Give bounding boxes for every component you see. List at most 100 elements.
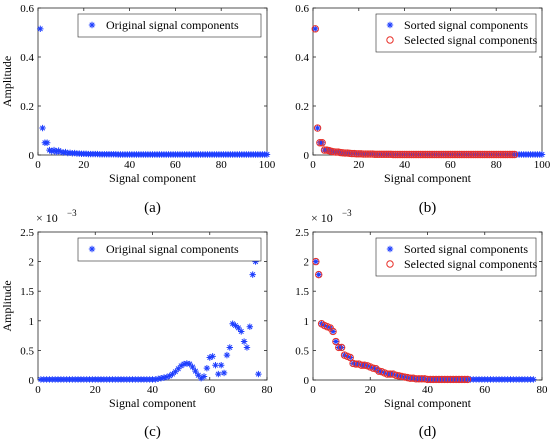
data-point [192,367,199,375]
y-tick-label: 1.5 [295,286,309,298]
data-point [325,147,333,154]
data-point [218,362,225,369]
data-point [235,324,242,332]
data-point [155,375,162,383]
legend-box [77,13,262,38]
data-point [243,344,251,351]
data-point-selected [412,375,420,383]
data-point [62,148,69,156]
data-point-selected [409,374,417,382]
x-tick-label: 40 [124,159,136,171]
data-point [315,271,322,278]
data-points [37,258,262,383]
x-axis-label: Signal component [384,396,472,410]
data-point [183,360,191,367]
data-point-selected [458,375,466,384]
data-point [249,271,256,278]
panel-label: (c) [144,424,161,440]
y-tick-label: 0.5 [295,345,309,357]
y-tick-label: 0.4 [20,52,34,64]
x-tick-label: 0 [310,159,316,171]
data-point [215,370,222,378]
legend: Original signal components [77,237,262,262]
data-point [226,344,233,351]
data-point-selected [357,361,366,369]
data-point [175,365,182,372]
data-point-selected [392,371,400,379]
data-point-selected [435,375,443,384]
data-point [172,368,179,375]
legend-marker-asterisk [386,245,394,253]
data-point-selected [311,25,319,33]
data-point-selected [315,270,323,279]
data-point-selected [406,374,415,382]
data-point [160,374,168,381]
data-point-selected [443,375,452,384]
data-point [223,351,231,359]
data-point [169,370,176,378]
x-tick-label: 80 [262,384,274,396]
legend-label: Selected signal components [404,257,538,271]
data-point-selected [426,375,435,384]
y-tick-label: 2 [304,257,310,269]
data-point [157,375,165,382]
chart-panel: 0 20 40 60 80 100 0 0.2 0.4 0.6 Signal component Am… [0,3,276,216]
data-point-selected [420,375,429,383]
y-multiplier: × 10 [311,211,333,225]
legend-box [375,13,537,53]
data-point [212,362,219,369]
data-point [538,151,546,158]
data-point-selected [341,149,349,157]
chart-panel: 0 20 40 60 80 0 0.5 1 1.5 2 2.5 Signal component × 1… [295,208,548,440]
data-point [152,376,159,383]
data-point [220,369,228,377]
data-point-selected [461,375,469,384]
legend-marker-asterisk [386,21,394,29]
data-point [55,147,62,154]
y-axis-label: Amplitude [0,56,14,107]
data-point [43,139,51,146]
x-tick-label: 80 [491,159,503,171]
panel-label: (b) [419,200,437,216]
data-point [318,139,326,146]
y-tick-label: 0.5 [20,345,34,357]
panel-label: (a) [144,200,161,216]
data-point-selected [343,149,352,157]
data-point [48,148,55,155]
y-tick-label: 2 [29,257,35,269]
y-tick-label: 0 [304,150,310,162]
x-tick-label: 80 [216,159,228,171]
data-point-selected [400,373,409,381]
data-point-selected [312,257,320,266]
x-tick-label: 20 [365,384,377,396]
legend-label: Original signal components [106,18,239,32]
x-tick-label: 40 [399,159,411,171]
legend-label: Sorted signal components [404,242,528,256]
data-point-selected [383,370,392,378]
y-tick-label: 0 [29,375,35,387]
y-tick-label: 2.5 [20,227,34,239]
x-tick-label: 0 [35,384,41,396]
data-point-selected [329,327,337,336]
data-points [37,25,271,158]
data-point-selected [318,139,326,147]
data-point-selected [313,124,322,132]
x-tick-label: 40 [422,384,434,396]
data-point-selected [446,375,455,384]
data-point [229,320,236,327]
data-point [177,362,185,369]
data-point [246,323,254,330]
data-point-selected [449,375,457,384]
x-tick-label: 60 [204,384,216,396]
data-point [39,124,46,132]
x-tick-label: 80 [537,384,549,396]
data-point [255,370,262,378]
data-points [311,25,546,159]
data-point-selected [332,148,340,156]
data-point-selected [506,150,514,159]
data-point [180,360,188,368]
x-tick-label: 100 [534,159,550,171]
legend-label: Selected signal components [404,33,538,47]
data-point [332,338,340,345]
